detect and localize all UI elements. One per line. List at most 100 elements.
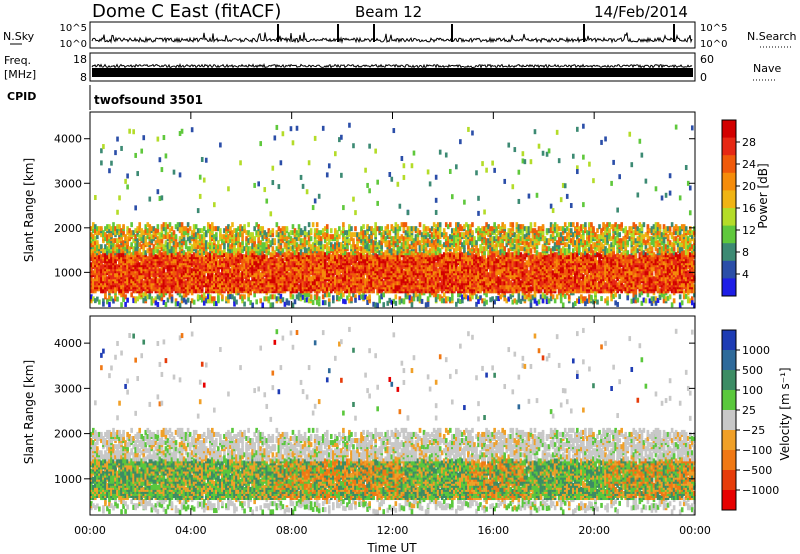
power-cell [217, 240, 220, 246]
power-cell [323, 232, 327, 238]
power-cell [211, 268, 214, 274]
power-cell [243, 224, 246, 230]
power-cell [124, 270, 127, 276]
power-cell [150, 248, 154, 254]
power-cell [136, 246, 139, 252]
power-cell [251, 280, 254, 286]
power-cell [241, 248, 244, 254]
power-cell [100, 278, 103, 284]
power-cell [313, 295, 317, 301]
power-cell [104, 244, 107, 250]
power-cell [100, 232, 103, 238]
power-cell [267, 258, 271, 264]
power-cell [277, 232, 281, 238]
power-cell [156, 278, 160, 284]
power-cell [180, 222, 184, 228]
power-cell [235, 299, 238, 305]
power-cell [223, 262, 226, 268]
power-cell [400, 155, 404, 161]
power-cell [398, 203, 402, 209]
power-cell [160, 288, 164, 294]
power-cell [386, 224, 390, 230]
power-cell [309, 284, 313, 290]
power-cell [291, 280, 295, 286]
power-cell [120, 272, 123, 278]
power-cell [257, 236, 260, 242]
power-cell [229, 248, 232, 254]
power-cell [346, 295, 349, 301]
power-cell [410, 302, 414, 308]
power-cell [134, 228, 137, 234]
power-cell [118, 248, 121, 254]
power-cell [253, 284, 256, 290]
power-cell [243, 280, 246, 286]
power-cell [102, 301, 105, 307]
power-cell [200, 252, 204, 258]
power-cell [283, 301, 287, 307]
power-cell [394, 294, 398, 300]
beam-label: Beam 12 [355, 3, 422, 21]
power-cell [94, 252, 97, 258]
power-cell [152, 230, 156, 236]
power-cell [297, 252, 301, 258]
power-cell [323, 238, 327, 244]
power-cell [114, 278, 117, 284]
power-cell [134, 152, 137, 158]
power-cell [277, 226, 281, 232]
power-cell [116, 272, 119, 278]
power-cell [327, 163, 331, 169]
power-cell [289, 264, 293, 270]
power-cell [170, 232, 174, 238]
power-cell [315, 240, 319, 246]
power-cell [206, 242, 210, 248]
power-cell [334, 276, 337, 282]
power-cell [342, 292, 345, 298]
power-cell [90, 276, 93, 282]
power-cell [174, 270, 178, 276]
power-cell [98, 226, 101, 232]
power-cell [287, 300, 291, 306]
power-cell [259, 298, 263, 304]
power-cell [285, 244, 289, 250]
power-cell [162, 284, 166, 290]
power-cell [116, 209, 119, 215]
power-cell [94, 268, 97, 274]
power-cell [156, 224, 160, 230]
power-cell [317, 301, 321, 307]
power-cell [323, 252, 327, 258]
power-cell [315, 294, 319, 300]
nsky-tick-bottom: 10^0 [60, 39, 87, 50]
power-cell [170, 288, 174, 294]
power-cell [325, 292, 329, 298]
power-cell [261, 246, 265, 252]
power-cell [283, 242, 287, 248]
power-cell [297, 232, 301, 238]
power-cell [108, 168, 111, 174]
power-cell [295, 230, 299, 236]
power-cell [275, 230, 279, 236]
power-cell [275, 222, 279, 228]
power-cell [110, 284, 113, 290]
power-cell [340, 258, 343, 264]
power-cell [285, 236, 289, 242]
power-cell [301, 252, 305, 258]
power-cell [130, 252, 133, 258]
power-cell [231, 268, 234, 274]
power-cell [176, 226, 180, 232]
power-cell [342, 298, 345, 304]
power-cell [198, 174, 202, 180]
power-cell [90, 226, 93, 232]
power-cell [237, 242, 240, 248]
power-cell [251, 252, 254, 258]
power-cell [249, 246, 252, 252]
power-cell [122, 276, 125, 282]
power-cell [231, 260, 234, 266]
power-cell [217, 244, 220, 250]
power-cell [94, 280, 97, 286]
power-cell [237, 236, 240, 242]
power-cell [213, 248, 216, 254]
power-cell [156, 294, 160, 300]
power-cell [348, 122, 351, 128]
power-cell [261, 226, 265, 232]
